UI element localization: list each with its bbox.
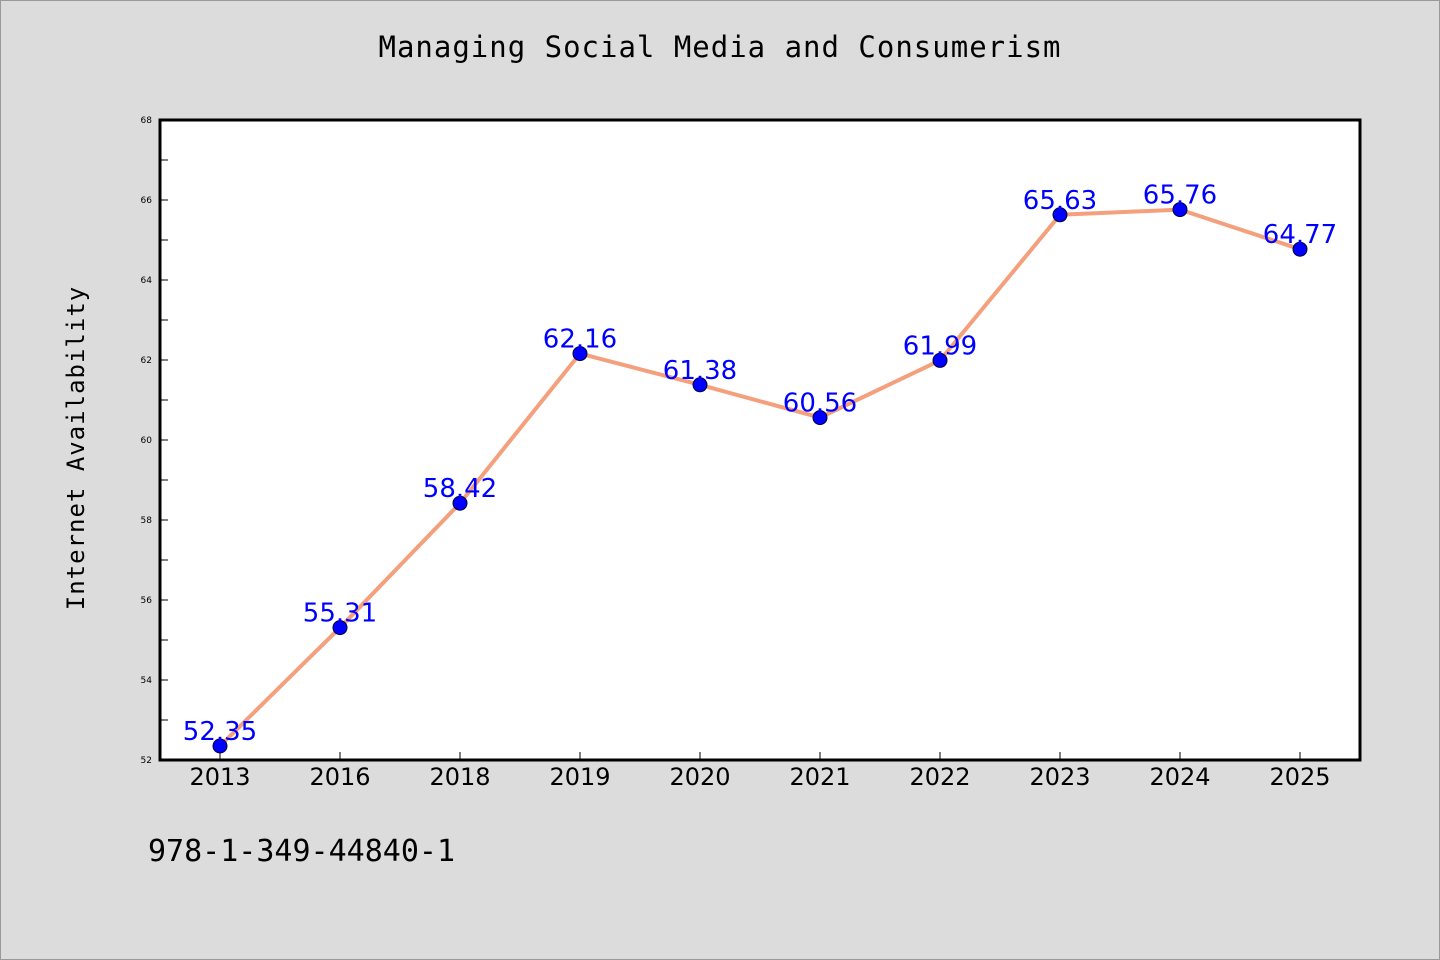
y-tick-label: 62 xyxy=(141,356,152,366)
data-label: 61.99 xyxy=(903,331,977,361)
data-point xyxy=(212,738,228,754)
x-tick-label: 2024 xyxy=(1149,763,1210,791)
y-tick-label: 56 xyxy=(141,596,153,606)
y-tick-label: 66 xyxy=(141,196,153,206)
chart-title: Managing Social Media and Consumerism xyxy=(378,30,1062,64)
data-label: 61.38 xyxy=(663,356,737,386)
series-line xyxy=(218,207,1301,748)
data-point xyxy=(932,352,948,368)
y-tick-label: 52 xyxy=(141,756,152,766)
x-tick-label: 2021 xyxy=(789,763,850,791)
y-tick-label: 60 xyxy=(141,436,153,446)
data-label: 52.35 xyxy=(183,717,257,747)
data-point xyxy=(452,495,468,511)
y-tick-label: 58 xyxy=(141,516,153,526)
data-label: 60.56 xyxy=(783,389,857,419)
y-tick-label: 68 xyxy=(141,116,153,126)
data-label: 64.77 xyxy=(1263,220,1337,250)
data-label: 58.42 xyxy=(423,474,497,504)
data-label: 55.31 xyxy=(303,599,377,629)
y-tick-label: 54 xyxy=(141,676,153,686)
data-point xyxy=(1052,207,1068,223)
y-tick-label: 64 xyxy=(141,276,153,286)
x-tick-label: 2019 xyxy=(549,763,610,791)
x-tick-label: 2025 xyxy=(1269,763,1330,791)
x-tick-label: 2020 xyxy=(669,763,730,791)
series-layer: 52.35 55.31 58.42 62.16 61.38 60.56 61.99 65.63… xyxy=(183,181,1337,754)
x-tick-label: 2013 xyxy=(189,763,250,791)
data-point xyxy=(572,346,588,362)
x-axis: 2013 2016 2018 2019 2020 2021 2022 2023 2024 2025 xyxy=(189,752,1331,791)
data-point xyxy=(812,410,828,426)
data-label: 65.63 xyxy=(1023,186,1097,216)
data-point xyxy=(1172,202,1188,218)
data-label: 65.76 xyxy=(1143,181,1217,211)
y-axis: 52 54 56 58 60 62 64 66 68 xyxy=(141,116,168,766)
plot-area xyxy=(158,118,1362,762)
data-point xyxy=(332,620,348,636)
data-point xyxy=(1292,241,1308,257)
footer-code: 978-1-349-44840-1 xyxy=(148,834,456,869)
data-label: 62.16 xyxy=(543,325,617,355)
x-tick-label: 2016 xyxy=(309,763,370,791)
x-tick-label: 2018 xyxy=(429,763,490,791)
x-tick-label: 2023 xyxy=(1029,763,1090,791)
data-point xyxy=(692,377,708,393)
x-tick-label: 2022 xyxy=(909,763,970,791)
